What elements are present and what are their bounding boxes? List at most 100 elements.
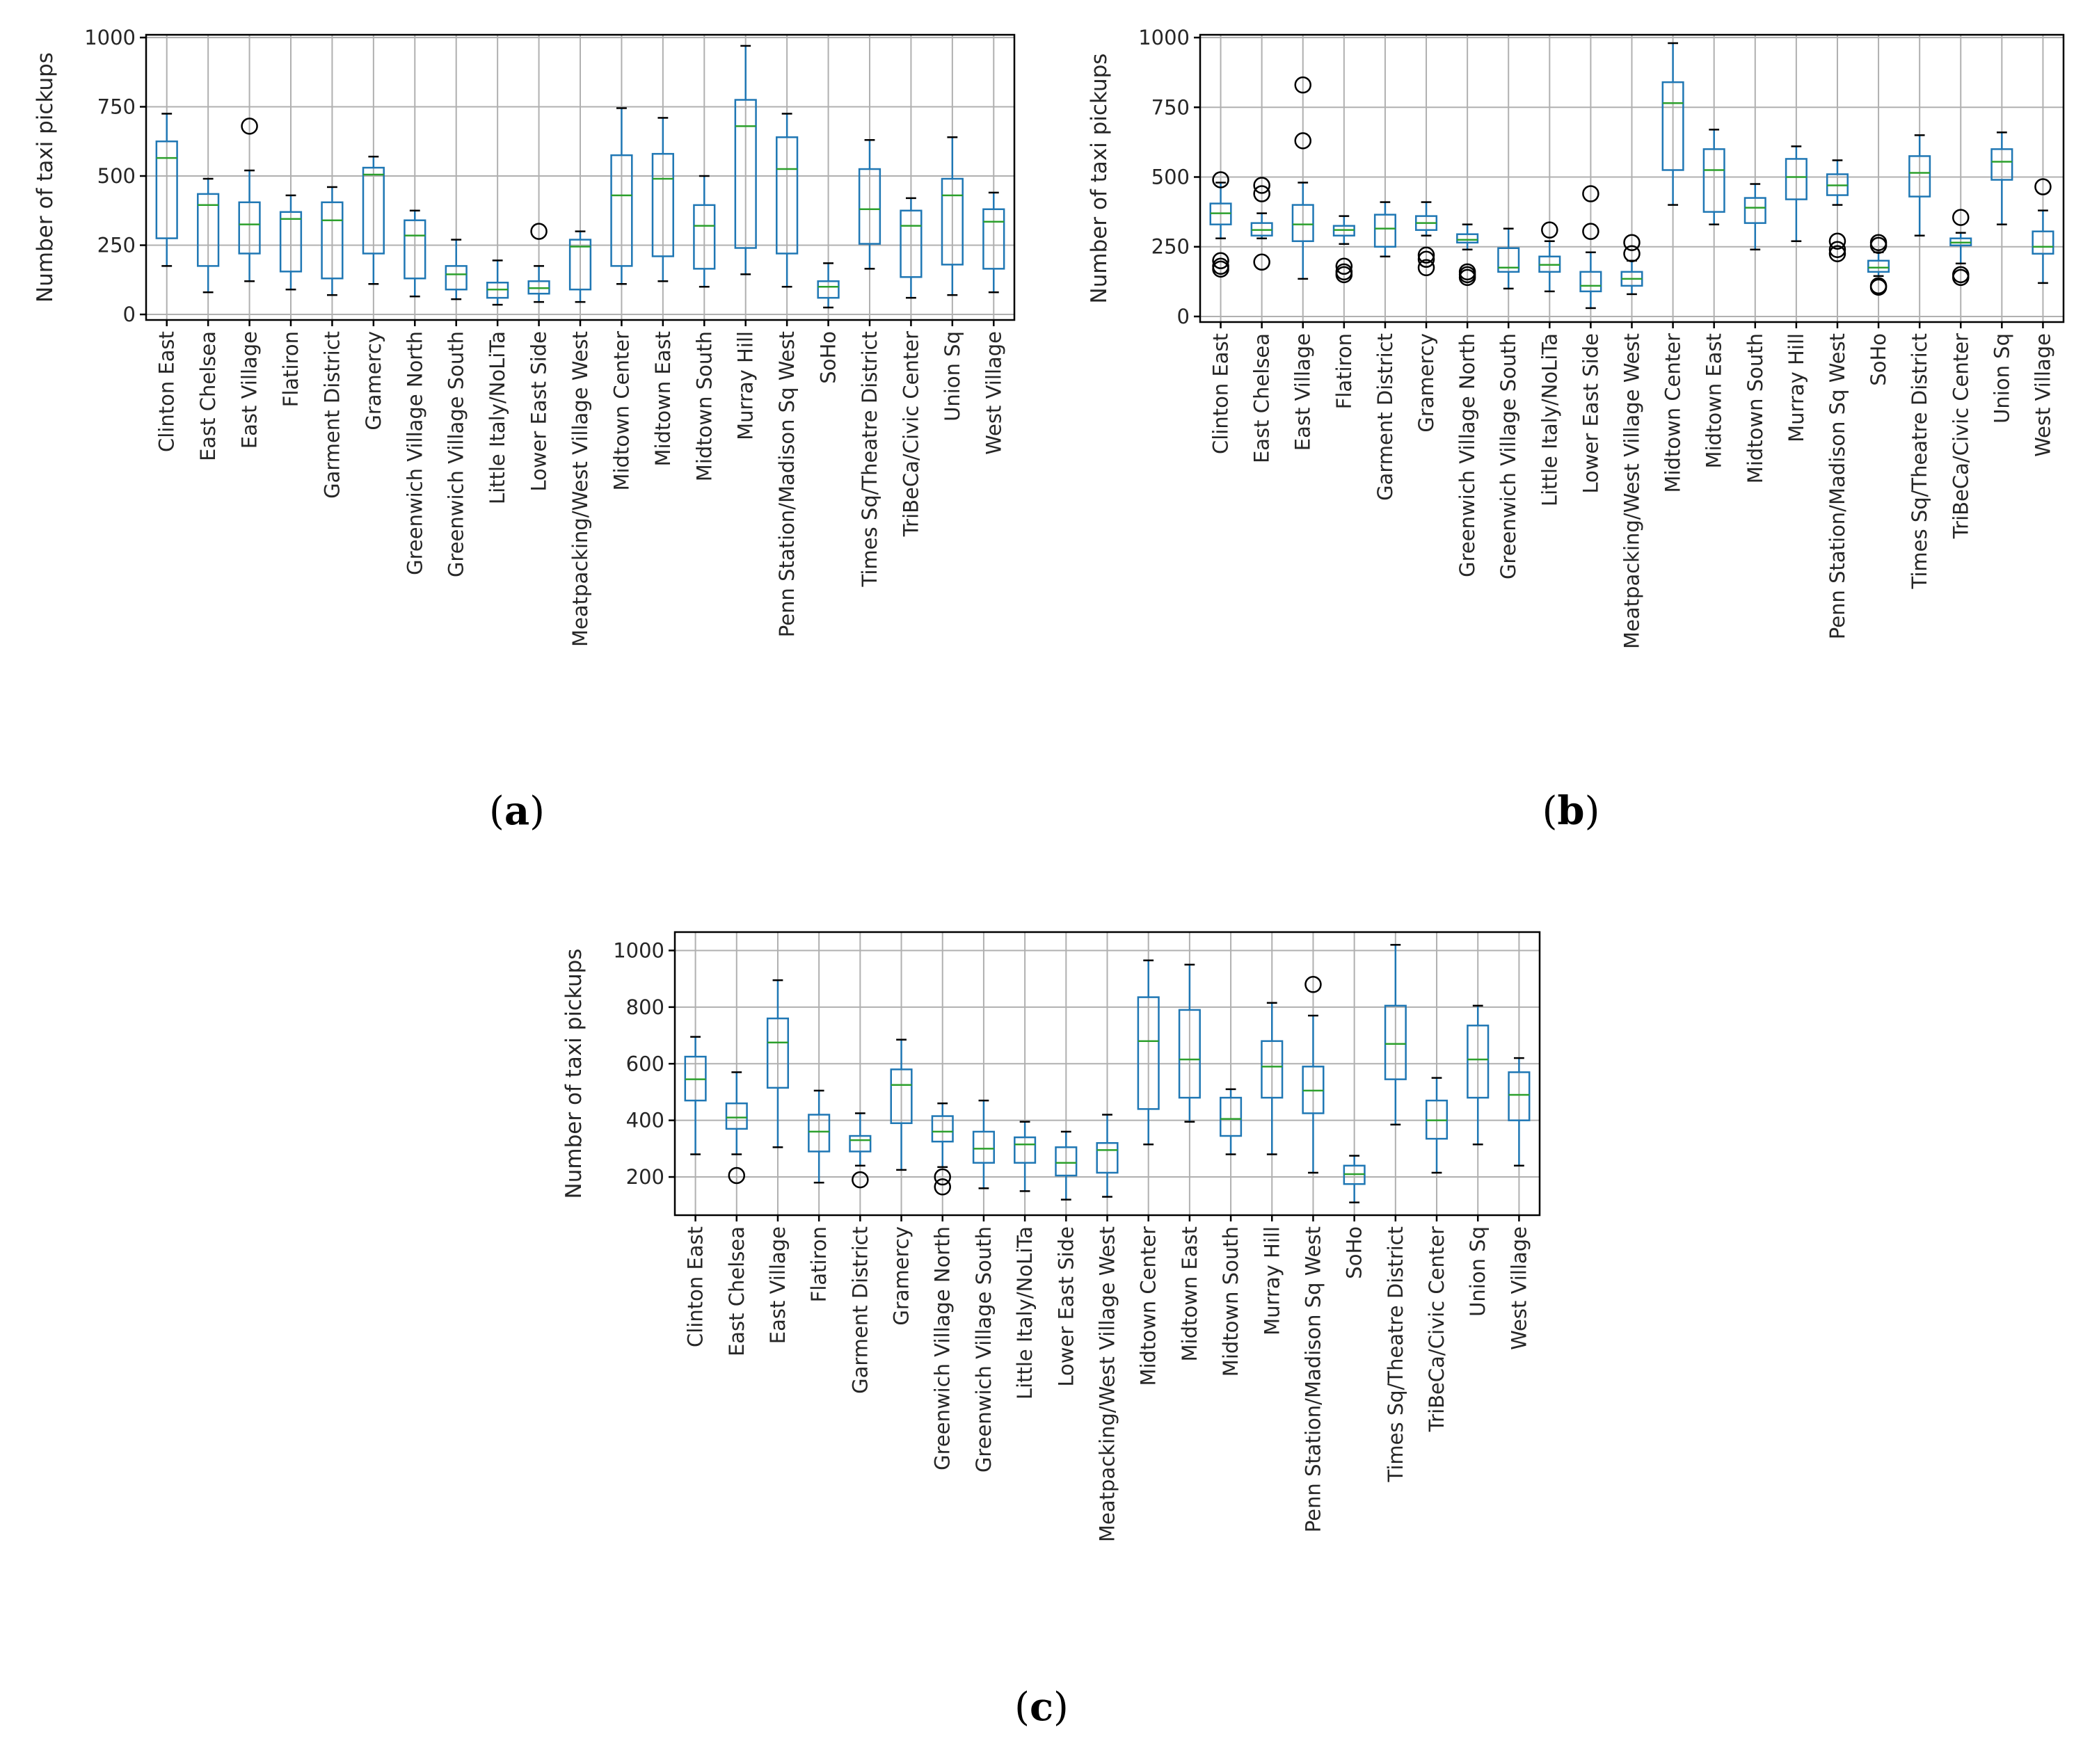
x-tick-label: Midtown Center xyxy=(1137,1226,1160,1386)
box-iqr xyxy=(404,219,426,280)
box-greenwich-village-south xyxy=(1497,227,1520,290)
x-tick-label: Clinton East xyxy=(1209,333,1233,454)
box-iqr xyxy=(1743,197,1766,224)
box-west-village xyxy=(982,191,1005,294)
flier-point xyxy=(2034,178,2052,195)
x-tick-label: East Village xyxy=(238,331,262,449)
box-soho xyxy=(1343,1155,1366,1203)
x-tick-label: Times Sq/Theatre District xyxy=(858,331,881,587)
box-iqr xyxy=(279,211,303,273)
box-midtown-east xyxy=(651,117,674,282)
box-iqr xyxy=(1661,81,1684,171)
box-iqr xyxy=(1990,148,2013,181)
x-tick-label: Meatpacking/West Village West xyxy=(1096,1226,1119,1542)
box-iqr xyxy=(1373,214,1396,248)
y-tick-label: 750 xyxy=(1151,95,1190,119)
box-iqr xyxy=(1137,996,1160,1110)
x-tick-label: TriBeCa/Civic Center xyxy=(1949,333,1972,539)
flier-point xyxy=(1253,177,1270,194)
x-tick-label: Lower East Side xyxy=(1054,1226,1078,1387)
box-iqr xyxy=(1579,271,1602,293)
x-tick-label: East Chelsea xyxy=(725,1226,749,1356)
flier-point xyxy=(1869,236,1888,254)
flier-point xyxy=(852,1171,869,1189)
x-tick-label: TriBeCa/Civic Center xyxy=(1425,1226,1448,1432)
box-midtown-east xyxy=(1702,129,1725,225)
box-lower-east-side xyxy=(1579,185,1602,310)
flier-point xyxy=(934,1168,951,1186)
box-iqr xyxy=(1055,1146,1078,1177)
box-iqr xyxy=(817,280,840,299)
box-meatpacking-west-village-west xyxy=(1096,1114,1119,1198)
caption-a: (a) xyxy=(489,788,545,834)
box-midtown-center xyxy=(1137,959,1160,1146)
x-tick-label: Midtown South xyxy=(692,331,716,481)
box-iqr xyxy=(725,1102,748,1130)
x-tick-label: Greenwich Village North xyxy=(1455,333,1479,577)
box-little-italy-nolita xyxy=(1538,221,1561,293)
x-tick-label: Murray Hill xyxy=(1785,333,1808,442)
box-iqr xyxy=(651,152,674,257)
x-tick-label: Times Sq/Theatre District xyxy=(1384,1226,1407,1482)
x-tick-label: Little Italy/NoLiTa xyxy=(1538,333,1561,506)
box-west-village xyxy=(2032,178,2054,284)
box-gramercy xyxy=(362,155,385,285)
x-tick-label: Clinton East xyxy=(155,331,179,452)
x-tick-label: Union Sq xyxy=(1466,1226,1490,1317)
flier-point xyxy=(530,223,548,240)
box-iqr xyxy=(808,1114,831,1153)
box-iqr xyxy=(197,193,220,267)
box-iqr xyxy=(1178,1009,1201,1099)
x-tick-label: Garment District xyxy=(848,1226,872,1394)
flier-point xyxy=(1623,245,1641,263)
x-tick-label: Midtown Center xyxy=(609,331,633,491)
flier-point xyxy=(1952,268,1970,287)
box-murray-hill xyxy=(1785,145,1807,242)
x-tick-label: Flatiron xyxy=(807,1226,831,1302)
y-tick-label: 400 xyxy=(626,1109,664,1132)
box-iqr xyxy=(1497,247,1520,273)
y-tick-label: 0 xyxy=(123,303,136,326)
box-iqr xyxy=(766,1017,790,1089)
box-iqr xyxy=(972,1130,995,1164)
flier-point xyxy=(1541,221,1558,239)
x-tick-label: TriBeCa/Civic Center xyxy=(899,331,923,537)
box-penn-station-madison-sq-west xyxy=(1302,976,1325,1174)
flier-point xyxy=(1417,250,1435,268)
x-tick-label: Midtown East xyxy=(651,331,675,467)
box-midtown-south xyxy=(1743,183,1766,250)
box-murray-hill xyxy=(1261,1002,1284,1155)
box-iqr xyxy=(1867,259,1890,273)
flier-point xyxy=(1212,252,1229,270)
x-tick-label: Lower East Side xyxy=(1579,333,1602,494)
flier-point xyxy=(1294,76,1311,94)
box-iqr xyxy=(1702,148,1725,213)
x-tick-label: Little Italy/NoLiTa xyxy=(1013,1226,1037,1400)
flier-point xyxy=(1335,266,1353,284)
box-iqr xyxy=(1261,1040,1284,1099)
x-tick-label: West Village xyxy=(1507,1226,1531,1350)
flier-point xyxy=(1253,253,1270,271)
x-tick-label: Garment District xyxy=(1373,333,1397,501)
x-tick-label: Greenwich Village North xyxy=(931,1226,955,1470)
box-midtown-south xyxy=(1220,1088,1243,1155)
y-tick-label: 200 xyxy=(626,1165,664,1189)
x-tick-label: Little Italy/NoLiTa xyxy=(486,331,509,504)
box-union-sq xyxy=(1467,1004,1490,1146)
x-tick-label: Garment District xyxy=(320,331,344,499)
box-iqr xyxy=(1456,233,1479,243)
x-tick-label: East Chelsea xyxy=(196,331,220,461)
x-tick-label: Times Sq/Theatre District xyxy=(1908,333,1931,589)
box-iqr xyxy=(858,168,881,245)
box-soho xyxy=(817,262,840,309)
box-east-village xyxy=(238,118,261,282)
x-tick-label: Midtown East xyxy=(1178,1226,1202,1362)
x-tick-label: Flatiron xyxy=(279,331,303,407)
x-tick-label: Flatiron xyxy=(1332,333,1356,409)
flier-point xyxy=(1304,976,1322,993)
box-soho xyxy=(1867,234,1890,296)
box-iqr xyxy=(1384,1004,1407,1080)
box-times-sq-theatre-district xyxy=(1384,944,1407,1126)
box-garment-district xyxy=(1373,201,1396,258)
flier-point xyxy=(1212,171,1229,189)
